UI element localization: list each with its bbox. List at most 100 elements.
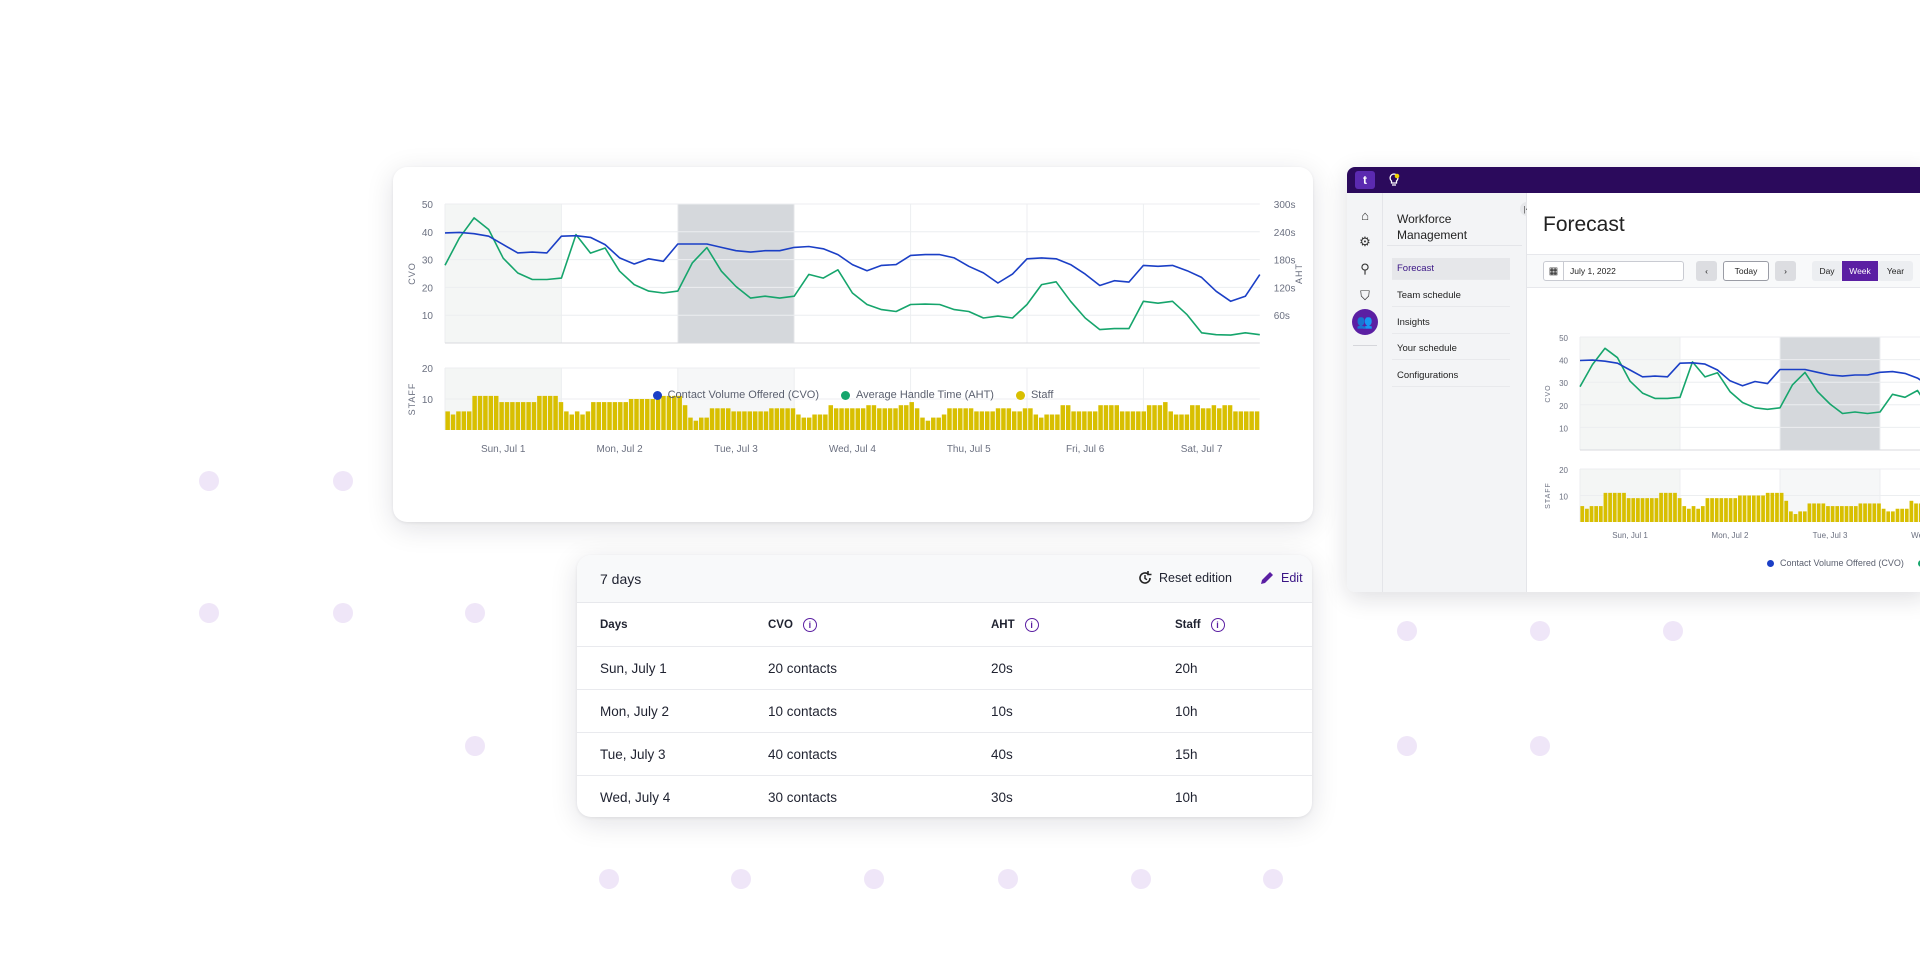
staff-bar [736, 411, 742, 430]
table-row[interactable]: Tue, July 3 40 contacts 40s 15h [577, 733, 1312, 776]
lightbulb-icon[interactable] [1387, 172, 1401, 188]
staff-bar [1146, 405, 1152, 430]
chevron-right-icon: › [1784, 266, 1787, 276]
staff-bar [828, 405, 834, 430]
staff-bar [774, 408, 780, 430]
icon-rail: ⌂ ⚙ ⚲ ⛉ 👥 [1347, 193, 1383, 592]
staff-bar [1770, 492, 1775, 522]
aht-tick-label: 180s [1274, 256, 1296, 267]
staff-bar [1807, 503, 1812, 522]
legend-aht[interactable]: Average Handle Time (AHT) [1917, 558, 1920, 568]
info-icon[interactable]: i [1210, 617, 1225, 632]
home-icon[interactable]: ⌂ [1361, 207, 1369, 223]
app-logo[interactable]: t [1355, 171, 1375, 189]
staff-bar [963, 408, 968, 430]
staff-bar [1152, 405, 1157, 430]
legend-staff-label: Staff [1030, 389, 1054, 401]
col-days: Days [600, 619, 628, 631]
col-cvo: CVO i [768, 617, 817, 632]
today-button[interactable]: Today [1723, 261, 1769, 281]
staff-bar [569, 414, 575, 430]
decorative-dot [333, 471, 353, 491]
staff-bar [704, 417, 709, 430]
shield-icon[interactable]: ⛉ [1360, 288, 1370, 303]
x-tick-label: Tue, Jul 3 [1813, 531, 1848, 540]
staff-bar [1163, 402, 1168, 430]
table-row[interactable]: Mon, July 2 10 contacts 10s 10h [577, 690, 1312, 733]
table-cell: Wed, July 4 [600, 790, 671, 805]
next-button[interactable]: › [1775, 261, 1796, 281]
nav-your-schedule[interactable]: Your schedule [1392, 338, 1510, 360]
staff-bar [1622, 492, 1626, 522]
view-year[interactable]: Year [1878, 261, 1913, 281]
gear-icon[interactable]: ⚙ [1359, 234, 1371, 249]
info-icon[interactable]: i [1024, 617, 1039, 632]
staff-bar [1200, 408, 1206, 430]
reset-edition-button[interactable]: Reset edition [1137, 570, 1232, 586]
staff-bar [547, 395, 553, 430]
col-staff: Staff i [1175, 617, 1225, 632]
legend-staff[interactable]: Staff [1015, 389, 1054, 401]
staff-dot-icon [1015, 390, 1025, 400]
staff-bar [990, 411, 995, 430]
today-label: Today [1734, 266, 1758, 276]
staff-bar [699, 417, 704, 430]
y-tick-label: 40 [422, 228, 434, 239]
aht-line [1579, 347, 1920, 415]
workflow-icon[interactable]: ⚲ [1360, 261, 1370, 276]
nav-label: Forecast [1397, 263, 1434, 274]
decorative-dot [199, 471, 219, 491]
staff-bar [1617, 492, 1622, 522]
staff-bar [1055, 414, 1060, 430]
staff-bar [742, 411, 747, 430]
staff-bar [1853, 506, 1858, 522]
info-icon[interactable]: i [802, 617, 817, 632]
staff-bar [1006, 408, 1012, 430]
staff-bar [1673, 492, 1677, 522]
view-day[interactable]: Day [1812, 261, 1842, 281]
aht-line [444, 217, 1260, 336]
staff-bar [1227, 405, 1233, 430]
staff-bar [1065, 405, 1071, 430]
legend-cvo[interactable]: Contact Volume Offered (CVO) [652, 389, 819, 401]
staff-bar [1645, 498, 1650, 522]
legend-cvo[interactable]: Contact Volume Offered (CVO) [1767, 558, 1904, 568]
nav-team-schedule[interactable]: Team schedule [1392, 285, 1510, 307]
staff-bar [574, 411, 580, 430]
staff-bar [1017, 411, 1022, 430]
staff-bar [553, 395, 558, 430]
table-cell: Sun, July 1 [600, 660, 667, 676]
aht-tick-label: 120s [1274, 283, 1296, 294]
nav-forecast[interactable]: Forecast [1392, 258, 1510, 280]
staff-bar [1098, 405, 1103, 430]
team-icon[interactable]: 👥 [1352, 309, 1378, 335]
sidebar: Workforce Management |< Forecast Team sc… [1383, 193, 1534, 592]
legend-aht[interactable]: Average Handle Time (AHT) [841, 389, 994, 401]
staff-bar [1886, 511, 1891, 522]
table-row[interactable]: Sun, July 1 20 contacts 20s 20h [577, 647, 1312, 690]
staff-bar [844, 408, 850, 430]
staff-bar [1816, 503, 1821, 522]
table-cell: 30 contacts [768, 790, 838, 805]
staff-bar [628, 399, 634, 430]
staff-bar [504, 402, 510, 430]
edit-button[interactable]: Edit [1259, 570, 1303, 586]
table-row[interactable]: Wed, July 4 30 contacts 30s 10h [577, 776, 1312, 817]
highlight-band [1780, 337, 1880, 450]
staff-bar [472, 395, 477, 430]
staff-bar [1109, 405, 1114, 430]
nav-configurations[interactable]: Configurations [1392, 365, 1510, 387]
staff-bar [1714, 498, 1719, 522]
divider [1387, 245, 1522, 246]
prev-button[interactable]: ‹ [1696, 261, 1717, 281]
staff-bar [520, 402, 526, 430]
view-week[interactable]: Week [1842, 261, 1878, 281]
staff-bar [1761, 495, 1765, 522]
table-cell: 30s [991, 790, 1013, 805]
staff-bar [1751, 495, 1756, 522]
staff-bar [1659, 492, 1663, 522]
nav-label: Team schedule [1397, 290, 1461, 301]
nav-insights[interactable]: Insights [1392, 312, 1510, 334]
staff-tick-label: 10 [1559, 493, 1568, 502]
date-input[interactable]: ▦ July 1, 2022 [1543, 261, 1684, 281]
